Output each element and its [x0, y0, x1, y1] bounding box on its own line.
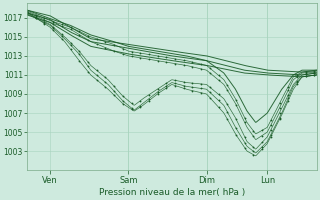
X-axis label: Pression niveau de la mer( hPa ): Pression niveau de la mer( hPa )	[99, 188, 245, 197]
